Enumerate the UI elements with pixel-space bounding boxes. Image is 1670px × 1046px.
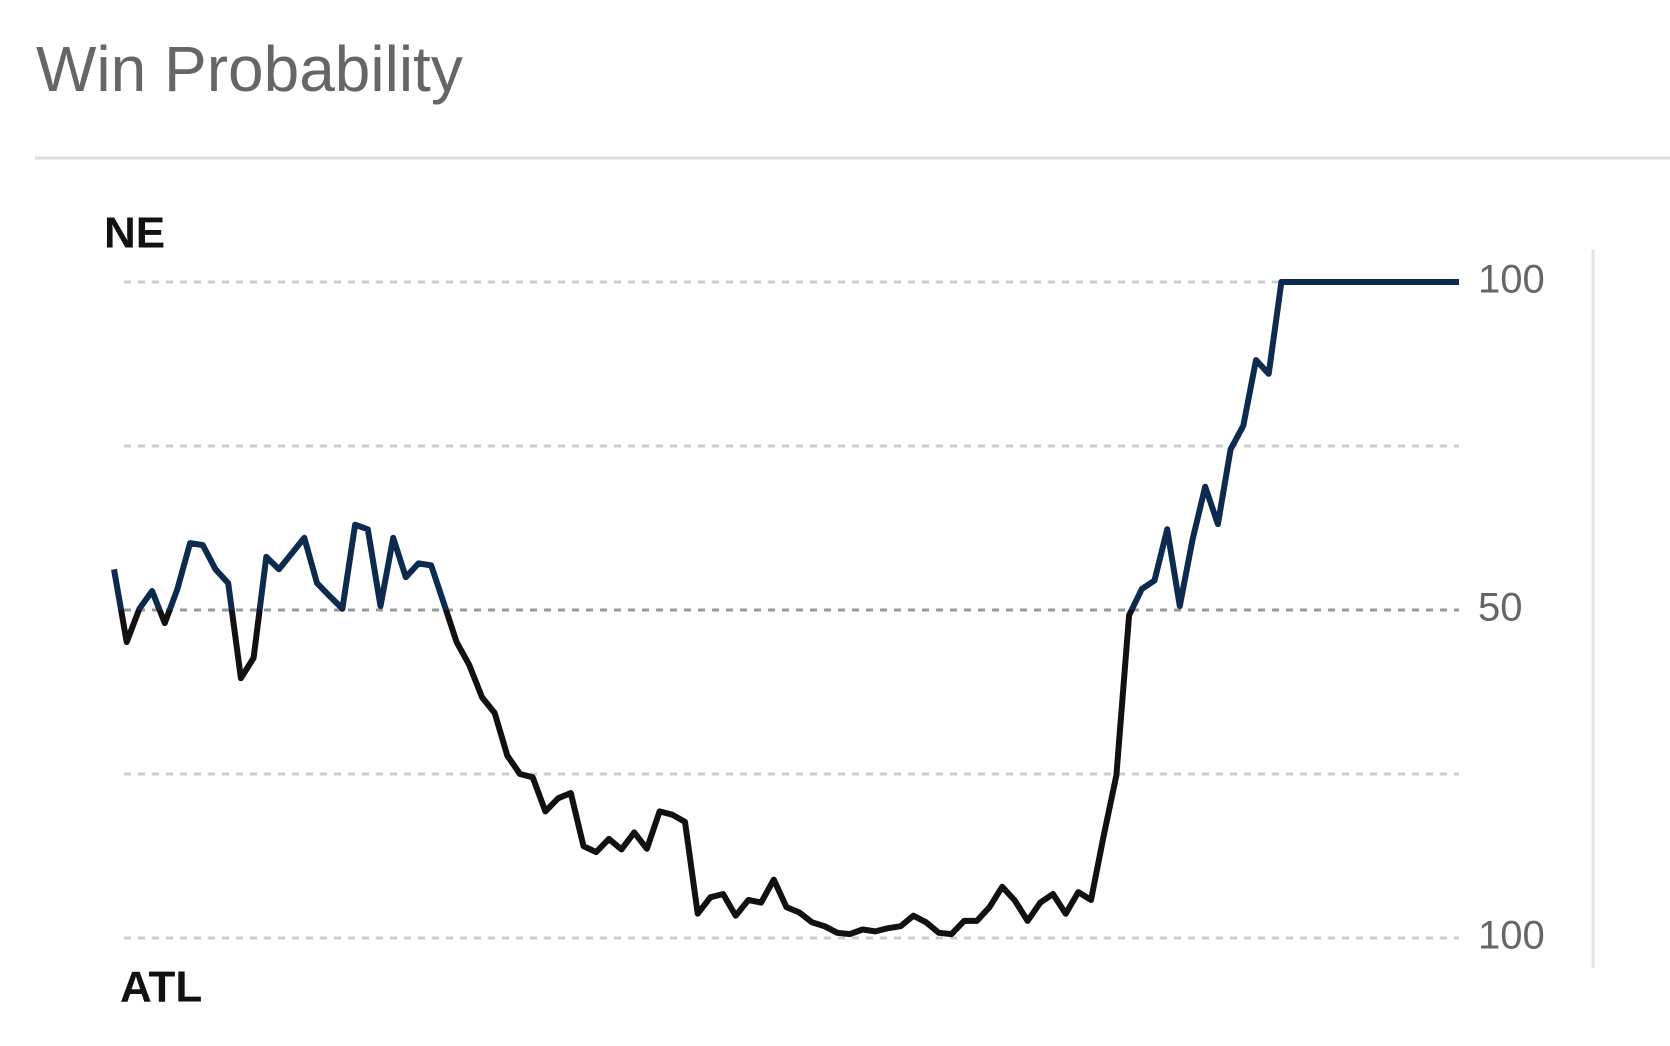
team-label: ATL xyxy=(120,963,202,1012)
chart-title: Win Probability xyxy=(36,33,463,105)
y-tick-label: 100 xyxy=(1478,258,1545,302)
team-label: NE xyxy=(104,209,165,258)
y-tick-label: 50 xyxy=(1478,586,1523,630)
y-tick-label: 100 xyxy=(1478,914,1545,958)
win-probability-line xyxy=(111,279,1459,938)
